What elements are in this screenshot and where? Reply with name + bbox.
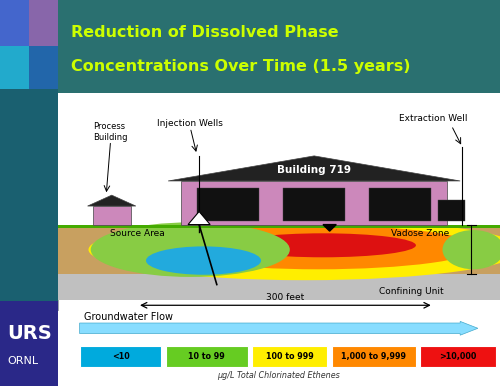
- Bar: [58, 228, 500, 274]
- Text: 10 to 99: 10 to 99: [188, 352, 225, 361]
- Ellipse shape: [160, 226, 478, 269]
- Polygon shape: [188, 212, 210, 225]
- Bar: [197, 188, 259, 221]
- Text: Extraction Well: Extraction Well: [400, 114, 468, 123]
- Text: Source Area: Source Area: [110, 229, 164, 238]
- Ellipse shape: [88, 219, 500, 280]
- Bar: [58, 225, 500, 228]
- Bar: [0, 0, 58, 89]
- Text: 100 to 999: 100 to 999: [266, 352, 314, 361]
- Polygon shape: [88, 195, 136, 206]
- Ellipse shape: [90, 222, 290, 277]
- Bar: [166, 346, 248, 367]
- Bar: [370, 188, 432, 221]
- Ellipse shape: [146, 246, 261, 275]
- Bar: [438, 200, 464, 221]
- Bar: [0, 301, 58, 386]
- Text: Concentrations Over Time (1.5 years): Concentrations Over Time (1.5 years): [71, 59, 410, 74]
- Bar: [93, 206, 130, 225]
- Bar: [182, 181, 447, 225]
- Text: Building 719: Building 719: [277, 165, 351, 175]
- Bar: [252, 346, 328, 367]
- Bar: [29, 46, 58, 89]
- Bar: [58, 274, 500, 300]
- Bar: [29, 0, 58, 46]
- Text: Injection Wells: Injection Wells: [158, 119, 223, 128]
- Text: μg/L Total Chlorinated Ethenes: μg/L Total Chlorinated Ethenes: [218, 371, 340, 380]
- Bar: [0, 46, 29, 89]
- Bar: [283, 188, 345, 221]
- Text: URS: URS: [7, 324, 52, 344]
- Bar: [0, 89, 58, 301]
- Text: Process
Building: Process Building: [93, 122, 128, 142]
- Bar: [58, 93, 500, 228]
- Bar: [332, 346, 416, 367]
- Text: >10,000: >10,000: [440, 352, 476, 361]
- Bar: [80, 346, 162, 367]
- Text: Vadose Zone: Vadose Zone: [391, 229, 450, 238]
- Bar: [0, 0, 29, 46]
- Ellipse shape: [442, 230, 500, 269]
- FancyArrow shape: [80, 322, 478, 335]
- Bar: [420, 346, 496, 367]
- Text: Reduction of Dissolved Phase: Reduction of Dissolved Phase: [71, 25, 338, 40]
- Polygon shape: [168, 156, 460, 181]
- Text: Groundwater Flow: Groundwater Flow: [84, 312, 173, 322]
- Ellipse shape: [230, 233, 416, 257]
- Polygon shape: [323, 225, 336, 231]
- Text: <10: <10: [112, 352, 130, 361]
- Text: 300 feet: 300 feet: [266, 293, 304, 303]
- Text: 1,000 to 9,999: 1,000 to 9,999: [342, 352, 406, 361]
- Text: Confining Unit: Confining Unit: [379, 286, 444, 296]
- Text: ORNL: ORNL: [7, 356, 38, 366]
